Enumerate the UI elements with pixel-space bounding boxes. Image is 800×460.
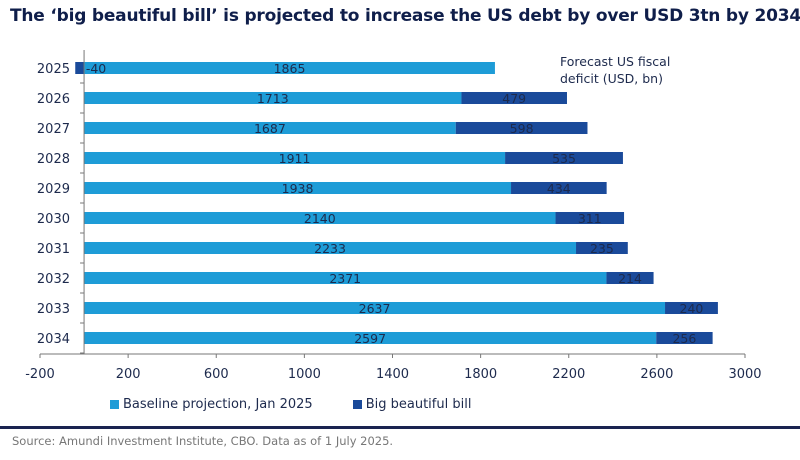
x-tick-label: 2600 [640,367,673,382]
legend-swatch-bill [352,400,362,409]
data-label-baseline: 1713 [257,91,289,106]
data-label-bill: 598 [510,121,534,136]
x-tick-label: -200 [25,367,55,382]
data-label-bill: 434 [547,181,571,196]
bar-big-beautiful-bill [665,302,718,314]
bar-big-beautiful-bill [505,152,623,164]
data-label-baseline: 2597 [354,331,386,346]
data-label-bill: 214 [618,271,642,286]
bar-big-beautiful-bill [555,212,625,224]
data-label-bill: 235 [590,241,614,256]
legend-item-bill: Big beautiful bill [352,397,472,412]
category-label: 2028 [37,152,70,167]
x-tick-label: 1000 [288,367,321,382]
bar-baseline [84,272,607,284]
data-label-bill: 240 [680,301,704,316]
legend: Baseline projection, Jan 2025 Big beauti… [110,397,471,412]
data-label-baseline: 2371 [329,271,361,286]
category-label: 2033 [37,302,70,317]
data-label-baseline: 1911 [279,151,311,166]
bar-big-beautiful-bill [455,122,588,134]
category-label: 2029 [37,182,70,197]
data-label-baseline: 1938 [282,181,314,196]
data-label-bill: 256 [672,331,696,346]
bar-big-beautiful-bill [511,182,607,194]
category-label: 2027 [37,122,70,137]
bar-chart: 2025 1865 -40 2026 1713 479 2027 1687 598 2028 191… [25,50,762,382]
category-label: 2025 [37,62,70,77]
data-label-bill: 535 [552,151,576,166]
bar-baseline [84,92,462,104]
bar-big-beautiful-bill [656,332,713,344]
source-note: Source: Amundi Investment Institute, CBO… [12,434,394,448]
data-label-bill: 311 [578,211,602,226]
x-tick-label: 600 [204,367,229,382]
bar-big-beautiful-bill [461,92,567,104]
x-tick-label: 1800 [464,367,497,382]
bar-baseline [84,182,512,194]
legend-label-baseline: Baseline projection, Jan 2025 [123,397,313,412]
bar-big-beautiful-bill [606,272,654,284]
data-label-baseline: 2637 [359,301,391,316]
bar-baseline [84,332,657,344]
data-label-baseline: 2233 [314,241,346,256]
x-tick-label: 200 [116,367,141,382]
footer-divider [0,426,800,429]
legend-item-baseline: Baseline projection, Jan 2025 [110,397,313,412]
x-tick-label: 2200 [552,367,585,382]
category-label: 2031 [37,242,70,257]
legend-label-bill: Big beautiful bill [365,397,472,412]
x-tick-label: 3000 [728,367,761,382]
data-label-baseline: 2140 [304,211,336,226]
x-tick-label: 1400 [376,367,409,382]
bar-baseline [84,122,456,134]
bar-baseline [84,212,556,224]
bar-baseline [84,242,577,254]
bar-big-beautiful-bill [75,62,85,74]
legend-swatch-baseline [110,400,119,409]
data-label-baseline: 1687 [254,121,286,136]
chart-title: The ‘big beautiful bill’ is projected to… [10,6,800,26]
category-label: 2032 [37,272,70,287]
category-label: 2026 [37,92,70,107]
chart-annotation: Forecast US fiscal deficit (USD, bn) [560,54,671,86]
data-label-baseline: 1865 [274,61,306,76]
category-label: 2030 [37,212,70,227]
data-label-bill: -40 [86,61,106,76]
bar-baseline [84,302,666,314]
bar-baseline [84,152,506,164]
bar-big-beautiful-bill [576,242,628,254]
bar-baseline [84,62,495,74]
category-label: 2034 [37,332,70,347]
data-label-bill: 479 [502,91,526,106]
